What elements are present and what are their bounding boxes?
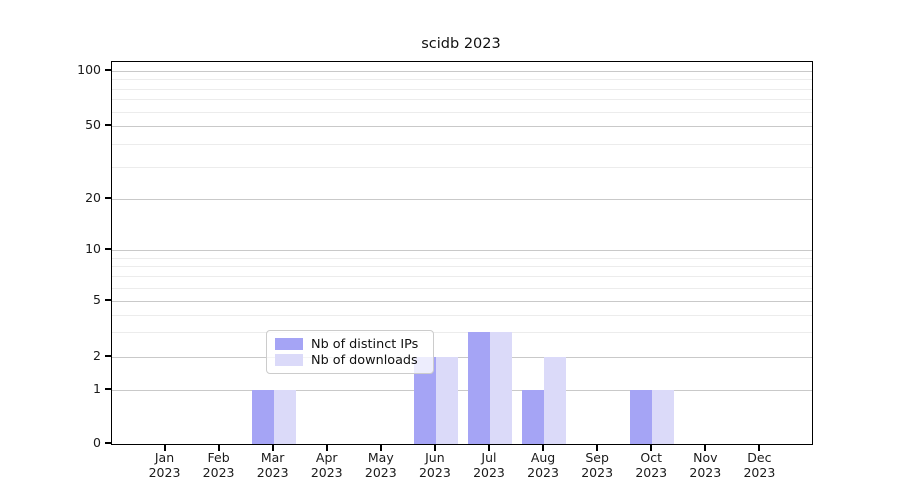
x-tick-label-may: May 2023 (364, 450, 397, 480)
y-axis-tick (105, 299, 111, 301)
bar-downloads-oct (652, 390, 675, 444)
x-tick-label-jun: Jun 2023 (418, 450, 451, 480)
y-axis-tick (105, 442, 111, 444)
bar-distinct-ips-jul (467, 332, 490, 444)
bar-downloads-mar (273, 390, 296, 444)
y-axis-tick (105, 355, 111, 357)
y-tick-label: 0 (93, 435, 101, 450)
x-tick-label-oct: Oct 2023 (635, 450, 668, 480)
legend-swatch-distinct-ips (275, 338, 303, 350)
gridline-major (112, 301, 812, 302)
x-axis-tick (487, 445, 490, 451)
bar-distinct-ips-oct (630, 390, 653, 444)
gridline-minor (112, 332, 812, 334)
gridline-major (112, 71, 812, 72)
bar-distinct-ips-mar (251, 390, 274, 444)
gridline-minor (112, 111, 812, 113)
legend: Nb of distinct IPs Nb of downloads (266, 330, 434, 374)
bar-downloads-jun (435, 357, 458, 444)
y-axis-tick (105, 197, 111, 199)
plot-area (111, 61, 813, 445)
x-tick-label-aug: Aug 2023 (527, 450, 559, 480)
gridline-minor (112, 143, 812, 145)
gridline-major (112, 390, 812, 391)
gridline-minor (112, 314, 812, 316)
bar-downloads-aug (544, 357, 567, 444)
gridline-minor (112, 79, 812, 81)
y-tick-label: 10 (85, 241, 101, 256)
gridline-major (112, 126, 812, 127)
gridline-minor (112, 276, 812, 278)
x-tick-label-feb: Feb 2023 (202, 450, 235, 480)
y-axis-tick (105, 388, 111, 390)
x-tick-label-mar: Mar 2023 (256, 450, 289, 480)
x-tick-label-jan: Jan 2023 (148, 450, 181, 480)
x-axis-tick (217, 445, 220, 451)
x-axis-tick (596, 445, 599, 451)
x-axis-tick (433, 445, 436, 451)
y-axis-tick (105, 124, 111, 126)
y-tick-label: 2 (93, 348, 101, 363)
y-tick-label: 50 (85, 117, 101, 132)
x-tick-label-dec: Dec 2023 (743, 450, 776, 480)
bar-distinct-ips-aug (522, 390, 545, 444)
x-tick-label-nov: Nov 2023 (689, 450, 722, 480)
gridline-minor (112, 257, 812, 259)
x-tick-label-apr: Apr 2023 (310, 450, 343, 480)
x-axis-tick (379, 445, 382, 451)
x-axis-tick (271, 445, 274, 451)
gridline-minor (112, 88, 812, 90)
x-tick-label-jul: Jul 2023 (473, 450, 505, 480)
y-tick-label: 5 (93, 292, 101, 307)
bar-downloads-jul (489, 332, 512, 444)
y-tick-label: 1 (93, 381, 101, 396)
legend-item-distinct-ips: Nb of distinct IPs (275, 336, 425, 352)
y-tick-label: 100 (77, 62, 101, 77)
gridline-minor (112, 287, 812, 289)
chart-title: scidb 2023 (421, 36, 501, 52)
x-tick-label-sep: Sep 2023 (581, 450, 614, 480)
y-axis-tick (105, 248, 111, 250)
legend-label-distinct-ips: Nb of distinct IPs (311, 336, 419, 352)
y-axis-tick (105, 69, 111, 71)
bar-distinct-ips-jun (413, 357, 436, 444)
gridline-minor (112, 266, 812, 268)
gridline-minor (112, 99, 812, 101)
gridline-minor (112, 166, 812, 168)
gridline-major (112, 250, 812, 251)
x-axis-tick (325, 445, 328, 451)
y-tick-label: 20 (85, 190, 101, 205)
legend-swatch-downloads (275, 354, 303, 366)
x-axis-tick (758, 445, 761, 451)
x-axis-tick (650, 445, 653, 451)
x-axis-tick (704, 445, 707, 451)
legend-item-downloads: Nb of downloads (275, 352, 425, 368)
x-axis-tick (542, 445, 545, 451)
legend-label-downloads: Nb of downloads (311, 352, 418, 368)
x-axis-tick (163, 445, 166, 451)
gridline-major (112, 357, 812, 358)
gridline-major (112, 199, 812, 200)
